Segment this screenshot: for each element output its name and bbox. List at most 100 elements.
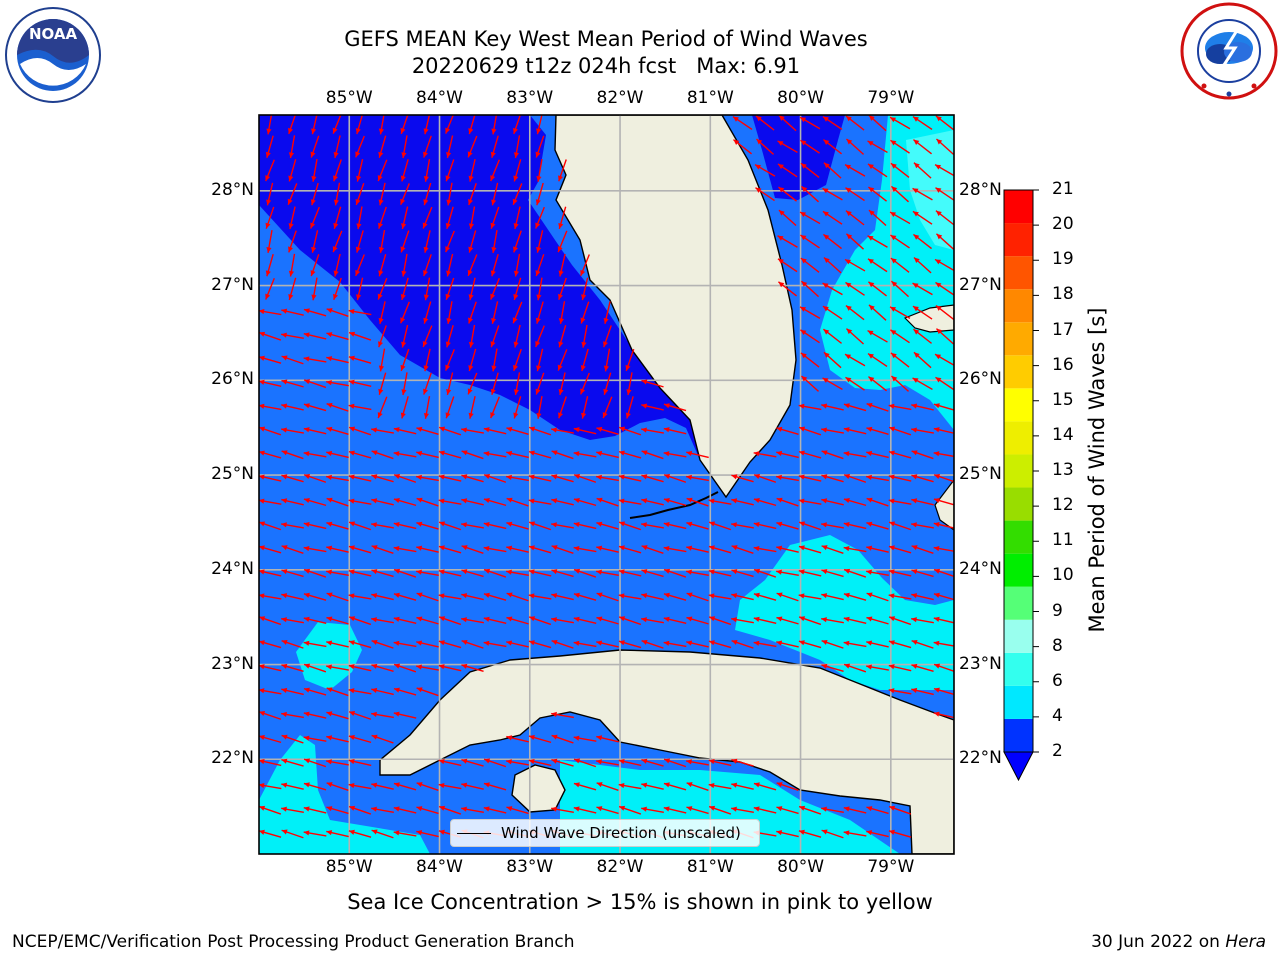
wind-wave-arrow [911, 617, 934, 624]
wind-wave-arrow [731, 522, 754, 529]
wind-wave-arrow [618, 498, 642, 505]
wind-wave-arrow [281, 522, 304, 529]
wind-wave-arrow [348, 829, 372, 838]
wind-wave-arrow [551, 639, 574, 649]
wind-wave-arrow [821, 474, 844, 483]
wind-wave-arrow [603, 325, 612, 348]
wind-wave-arrow [326, 356, 349, 364]
wind-wave-arrow [753, 451, 777, 458]
wind-wave-arrow [416, 806, 439, 815]
host-name: Hera [1225, 932, 1266, 952]
wind-wave-arrow [580, 348, 589, 372]
wind-wave-arrow [866, 545, 889, 553]
wind-wave-arrow [445, 396, 455, 419]
wind-wave-arrow [843, 498, 867, 507]
wind-wave-arrow [528, 735, 552, 744]
wind-wave-arrow [913, 233, 932, 250]
wind-wave-arrow [259, 664, 282, 672]
wind-wave-arrow [913, 139, 932, 155]
wind-wave-arrow [355, 135, 365, 158]
wind-wave-arrow [348, 593, 372, 600]
wind-wave-arrow [445, 277, 455, 301]
wind-wave-arrow [348, 403, 372, 411]
wind-wave-arrow [777, 140, 798, 154]
wind-wave-arrow [798, 545, 822, 554]
wind-wave-arrow [348, 331, 372, 341]
wind-wave-arrow [303, 308, 327, 317]
wind-wave-arrow [686, 782, 709, 792]
wind-wave-arrow [438, 426, 462, 436]
wind-wave-arrow [663, 616, 687, 624]
wind-wave-arrow [506, 592, 529, 602]
wind-wave-arrow [776, 497, 799, 507]
wind-wave-arrow [326, 380, 349, 387]
wind-wave-arrow [799, 211, 821, 225]
wind-wave-arrow [933, 474, 954, 483]
wind-wave-arrow [356, 277, 364, 301]
wind-wave-arrow [303, 403, 327, 412]
wind-wave-arrow [281, 782, 304, 790]
wind-wave-arrow [618, 450, 642, 459]
wind-wave-arrow [823, 256, 842, 274]
wind-wave-arrow [348, 758, 372, 767]
wind-wave-arrow [933, 403, 954, 411]
wind-wave-arrow [348, 735, 372, 744]
wind-wave-arrow [348, 545, 372, 554]
wind-wave-arrow [933, 711, 954, 719]
wind-wave-arrow [603, 348, 611, 372]
wind-wave-arrow [618, 426, 642, 436]
wind-wave-arrow [506, 569, 529, 576]
wind-wave-arrow [911, 569, 934, 578]
wind-wave-arrow [461, 522, 484, 529]
wind-wave-arrow [822, 377, 843, 391]
wind-wave-arrow [468, 348, 477, 372]
wind-wave-arrow [843, 451, 867, 458]
wind-wave-arrow [888, 688, 912, 695]
wind-wave-arrow [356, 206, 363, 230]
wind-wave-arrow [333, 253, 341, 277]
wind-wave-arrow [416, 687, 439, 697]
colorbar-tick-label: 16 [1052, 354, 1074, 375]
wind-wave-arrow [416, 545, 439, 553]
wind-wave-arrow [822, 282, 843, 296]
wind-wave-arrow [506, 806, 529, 815]
lon-label-bottom: 79°W [867, 857, 915, 877]
wind-wave-arrow [551, 711, 574, 719]
wind-wave-arrow [935, 233, 954, 250]
wind-wave-arrow [393, 663, 417, 673]
wind-wave-arrow [558, 159, 567, 182]
wind-wave-arrow [506, 735, 529, 743]
wind-wave-arrow [753, 782, 777, 791]
lat-label-left: 22°N [211, 748, 254, 769]
wind-wave-arrow [731, 569, 754, 578]
wind-wave-arrow [776, 592, 799, 602]
wind-wave-arrow [281, 450, 304, 460]
wind-wave-arrow [259, 308, 282, 316]
wind-wave-arrow [888, 450, 912, 459]
wind-wave-arrow [461, 569, 484, 578]
wind-wave-arrow [890, 162, 910, 179]
wind-wave-arrow [326, 759, 349, 766]
wind-wave-arrow [626, 372, 633, 396]
wind-wave-arrow [890, 257, 910, 273]
wind-wave-arrow [596, 640, 619, 648]
wind-wave-arrow [265, 135, 274, 158]
florida-keys [629, 491, 719, 519]
wind-wave-arrow [400, 277, 409, 301]
wind-wave-arrow [333, 182, 341, 206]
wind-wave-arrow [393, 545, 417, 553]
wind-wave-arrow [446, 135, 454, 159]
wind-wave-arrow [303, 758, 327, 768]
wind-wave-arrow [303, 687, 327, 696]
wind-wave-arrow [843, 403, 867, 412]
wind-wave-arrow [641, 617, 664, 624]
wind-wave-arrow [890, 280, 910, 298]
wind-wave-arrow [326, 830, 349, 838]
wind-wave-arrow [822, 115, 843, 131]
wind-wave-arrow [935, 210, 954, 226]
wind-wave-arrow [259, 593, 282, 600]
wind-wave-arrow [573, 427, 597, 435]
lat-label-left: 23°N [211, 653, 254, 674]
wind-wave-arrow [528, 616, 552, 626]
wind-wave-arrow [551, 617, 574, 624]
